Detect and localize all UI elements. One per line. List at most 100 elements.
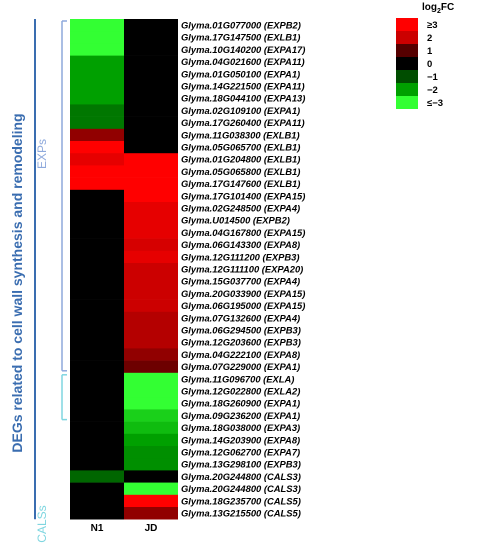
heatmap-cell <box>124 275 178 288</box>
legend-label: ≤−3 <box>427 98 443 109</box>
legend-label: −1 <box>427 72 439 83</box>
heatmap-cell <box>70 287 124 300</box>
heatmap-cell <box>124 299 178 313</box>
heatmap-cell <box>70 19 124 32</box>
heatmap-cell <box>70 311 124 325</box>
heatmap-cell <box>124 287 178 300</box>
gene-row-label: Glyma.10G140200 (EXPA17) <box>181 44 305 55</box>
heatmap-cell <box>70 372 124 386</box>
legend-label: 0 <box>427 59 432 70</box>
heatmap-cell <box>70 421 124 435</box>
heatmap-cell <box>124 31 178 44</box>
legend-swatch <box>396 31 418 44</box>
heatmap-cell <box>124 482 178 496</box>
column-label: N1 <box>91 523 104 534</box>
heatmap-cell <box>124 141 178 154</box>
gene-row-label: Glyma.18G260900 (EXPA1) <box>181 398 300 409</box>
heatmap-cell <box>124 104 178 117</box>
heatmap-cell <box>70 470 124 483</box>
gene-row-label: Glyma.U014500 (EXPB2) <box>181 215 290 226</box>
gene-row-label: Glyma.09G236200 (EXPA1) <box>181 410 300 421</box>
gene-row-label: Glyma.04G167800 (EXPA15) <box>181 227 305 238</box>
heatmap-cell <box>124 250 178 264</box>
heatmap-cell <box>70 263 124 276</box>
heatmap-cell <box>70 226 124 239</box>
heatmap-cell <box>124 494 178 508</box>
gene-row-label: Glyma.17G147600 (EXLB1) <box>181 178 300 189</box>
gene-row-label: Glyma.02G109100 (EXPA1) <box>181 105 300 116</box>
heatmap-cell <box>124 43 178 56</box>
heatmap-cell <box>124 446 178 459</box>
gene-row-label: Glyma.06G195000 (EXPA15) <box>181 300 305 311</box>
gene-row-label: Glyma.18G038000 (EXPA3) <box>181 422 300 433</box>
heatmap-cell <box>70 360 124 374</box>
heatmap-cell <box>124 202 178 215</box>
heatmap-cell <box>124 55 178 69</box>
heatmap-cell <box>70 238 124 252</box>
gene-row-label: Glyma.07G229000 (EXPA1) <box>181 361 300 372</box>
heatmap-cell <box>124 421 178 435</box>
gene-row-label: Glyma.02G248500 (EXPA4) <box>181 203 300 214</box>
heatmap-cell <box>70 104 124 117</box>
heatmap-cell <box>124 214 178 227</box>
heatmap-cell <box>70 348 124 361</box>
gene-row-label: Glyma.11G038300 (EXLB1) <box>181 129 300 140</box>
heatmap-cell <box>124 263 178 276</box>
heatmap-cell <box>124 80 178 93</box>
gene-row-label: Glyma.12G022800 (EXLA2) <box>181 386 300 397</box>
heatmap-cell <box>124 409 178 422</box>
heatmap-cell <box>70 275 124 288</box>
legend-label: 2 <box>427 33 432 44</box>
gene-row-label: Glyma.12G203600 (EXPB3) <box>181 337 301 348</box>
heatmap-cell <box>124 226 178 239</box>
heatmap-cell <box>70 153 124 166</box>
heatmap-cell <box>70 494 124 508</box>
gene-row-label: Glyma.17G147500 (EXLB1) <box>181 32 300 43</box>
heatmap-cell <box>70 43 124 56</box>
gene-row-label: Glyma.12G111200 (EXPB3) <box>181 251 299 262</box>
gene-row-label: Glyma.14G203900 (EXPA8) <box>181 434 300 445</box>
gene-row-label: Glyma.20G244800 (CALS3) <box>181 471 301 482</box>
gene-row-label: Glyma.07G132600 (EXPA4) <box>181 312 300 323</box>
column-label: JD <box>145 523 158 534</box>
heatmap-cell <box>70 141 124 154</box>
gene-row-label: Glyma.14G221500 (EXPA11) <box>181 81 305 92</box>
legend-swatch <box>396 96 418 109</box>
heatmap-cell <box>70 92 124 105</box>
legend-label: 1 <box>427 46 433 57</box>
gene-row-label: Glyma.12G062700 (EXPA7) <box>181 447 300 458</box>
heatmap-cell <box>70 446 124 459</box>
heatmap-cell <box>124 458 178 471</box>
gene-row-label: Glyma.06G294500 (EXPB3) <box>181 325 301 336</box>
heatmap-cell <box>70 299 124 313</box>
heatmap-cell <box>70 482 124 496</box>
heatmap-cell <box>70 116 124 130</box>
heatmap-cell <box>124 92 178 105</box>
heatmap-cell <box>70 165 124 178</box>
heatmap-cell <box>70 336 124 349</box>
legend-label: −2 <box>427 85 438 96</box>
gene-row-label: Glyma.15G037700 (EXPA4) <box>181 276 300 287</box>
heatmap-cell <box>70 507 124 520</box>
heatmap-cell <box>124 189 178 203</box>
heatmap-cell <box>124 348 178 361</box>
heatmap-cell <box>124 433 178 447</box>
heatmap-cell <box>70 67 124 81</box>
legend-label: ≥3 <box>427 20 438 31</box>
gene-row-label: Glyma.18G044100 (EXPA13) <box>181 93 305 104</box>
heatmap-cell <box>70 31 124 44</box>
gene-row-label: Glyma.05G065700 (EXLB1) <box>181 142 300 153</box>
gene-row-label: Glyma.01G204800 (EXLB1) <box>181 154 300 165</box>
heatmap-cell <box>124 507 178 520</box>
heatmap-cell <box>124 153 178 166</box>
heatmap-cell <box>124 397 178 410</box>
legend-swatch <box>396 18 418 31</box>
heatmap-cell <box>124 324 178 337</box>
heatmap-cell <box>70 55 124 69</box>
legend-title: log2FC <box>422 2 455 15</box>
heatmap-cell <box>124 67 178 81</box>
gene-row-label: Glyma.05G065800 (EXLB1) <box>181 166 300 177</box>
heatmap-cell <box>124 19 178 32</box>
